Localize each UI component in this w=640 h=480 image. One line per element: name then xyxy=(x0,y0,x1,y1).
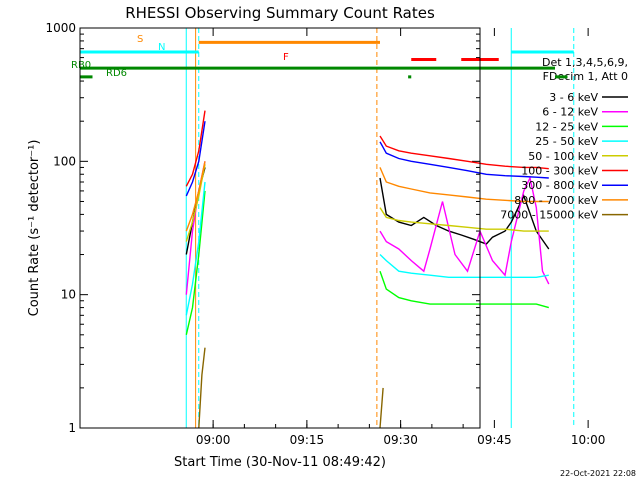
series-line xyxy=(185,110,206,187)
series-line xyxy=(198,347,206,429)
legend-label: 25 - 50 keV xyxy=(535,135,598,148)
series-line xyxy=(185,164,206,242)
legend-label: 300 - 800 keV xyxy=(521,179,598,192)
flag-label: F xyxy=(283,52,289,63)
legend-header-line-1: Det 1,3,4,5,6,9, xyxy=(542,56,628,69)
legend-label: 50 - 100 keV xyxy=(528,150,598,163)
legend-label: 800 - 7000 keV xyxy=(514,194,598,207)
series-line xyxy=(379,387,384,429)
y-tick-label: 10 xyxy=(61,288,76,302)
legend-label: 6 - 12 keV xyxy=(542,106,598,119)
flag-label: N xyxy=(158,42,165,53)
series-line xyxy=(379,253,549,278)
flag-label: RD6 xyxy=(106,68,127,79)
x-tick-label: 09:15 xyxy=(290,433,325,447)
plot-frame xyxy=(79,27,481,429)
y-tick-label: 100 xyxy=(53,154,76,168)
legend-label: 3 - 6 keV xyxy=(549,91,598,104)
x-axis-label: Start Time (30-Nov-11 08:49:42) xyxy=(174,455,386,470)
series-line xyxy=(185,190,206,335)
series-line xyxy=(379,175,550,285)
legend-label: 7000 - 15000 keV xyxy=(500,209,598,222)
y-tick-label: 1000 xyxy=(45,21,76,35)
flag-label: RB0 xyxy=(71,60,91,71)
legend-label: 12 - 25 keV xyxy=(535,120,598,133)
series-line xyxy=(185,181,206,316)
date-stamp: 22-Oct-2021 22:08 xyxy=(560,469,636,478)
series-line xyxy=(379,207,549,232)
plot-area: 09:0009:1509:3009:4510:0010:151101001000… xyxy=(45,21,606,447)
flag-label: S xyxy=(137,34,143,45)
series-line xyxy=(185,121,206,197)
series-line xyxy=(379,135,549,170)
legend-header-line-2: FDecim 1, Att 0 xyxy=(543,70,628,83)
series-line xyxy=(379,177,550,250)
x-tick-label: 09:45 xyxy=(477,433,512,447)
chart-title: RHESSI Observing Summary Count Rates xyxy=(125,4,435,22)
x-tick-label: 10:00 xyxy=(571,433,606,447)
x-tick-label: 09:00 xyxy=(196,433,231,447)
legend-label: 100 - 300 keV xyxy=(521,165,598,178)
series-line xyxy=(379,141,549,179)
x-tick-label: 09:30 xyxy=(383,433,418,447)
series-line xyxy=(379,270,549,309)
series-line xyxy=(379,167,549,203)
series-line xyxy=(185,161,206,232)
y-tick-label: 1 xyxy=(68,421,76,435)
y-axis-label: Count Rate (s⁻¹ detector⁻¹) xyxy=(27,140,42,317)
